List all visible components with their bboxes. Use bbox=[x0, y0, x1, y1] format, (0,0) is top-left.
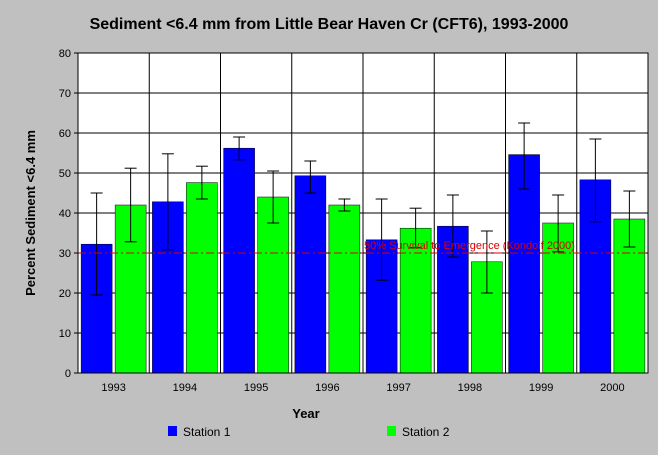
y-tick-label: 60 bbox=[59, 128, 71, 140]
legend-swatch-station-2 bbox=[387, 426, 396, 436]
x-tick-label: 1993 bbox=[101, 382, 125, 394]
y-axis-label: Percent Sediment <6.4 mm bbox=[23, 130, 38, 296]
x-axis-label: Year bbox=[292, 406, 319, 421]
bar-station-1-1996[interactable] bbox=[294, 175, 327, 374]
chart-title: Sediment <6.4 mm from Little Bear Haven … bbox=[90, 16, 569, 33]
y-tick-label: 70 bbox=[59, 88, 71, 100]
x-tick-label: 2000 bbox=[600, 382, 624, 394]
plot-border bbox=[77, 52, 649, 374]
legend-swatch-station-1 bbox=[168, 426, 177, 436]
bar-station-2-1995[interactable] bbox=[257, 196, 289, 374]
bar-station-2-1997[interactable] bbox=[399, 227, 432, 374]
bar-station-1-1995[interactable] bbox=[223, 147, 255, 374]
legend-label-station-1: Station 1 bbox=[183, 425, 231, 439]
bar-station-2-1994[interactable] bbox=[186, 182, 218, 374]
bar-station-1-1999[interactable] bbox=[508, 154, 540, 374]
x-tick-label: 1995 bbox=[244, 382, 268, 394]
y-tick-label: 80 bbox=[59, 48, 71, 60]
y-tick-label: 40 bbox=[59, 208, 71, 220]
x-tick-label: 1996 bbox=[315, 382, 339, 394]
legend-label-station-2: Station 2 bbox=[402, 425, 450, 439]
reference-line-label: 50% Survival to Emergence (Kondolf 2000) bbox=[364, 240, 575, 252]
y-tick-label: 20 bbox=[59, 288, 71, 300]
bar-station-2-1996[interactable] bbox=[328, 204, 361, 374]
x-tick-label: 1997 bbox=[386, 382, 410, 394]
y-tick-label: 10 bbox=[59, 328, 71, 340]
y-tick-label: 50 bbox=[59, 168, 71, 180]
x-tick-label: 1999 bbox=[529, 382, 553, 394]
y-tick-label: 30 bbox=[59, 248, 71, 260]
y-tick-label: 0 bbox=[65, 368, 71, 380]
x-tick-label: 1994 bbox=[173, 382, 197, 394]
x-tick-label: 1998 bbox=[458, 382, 482, 394]
